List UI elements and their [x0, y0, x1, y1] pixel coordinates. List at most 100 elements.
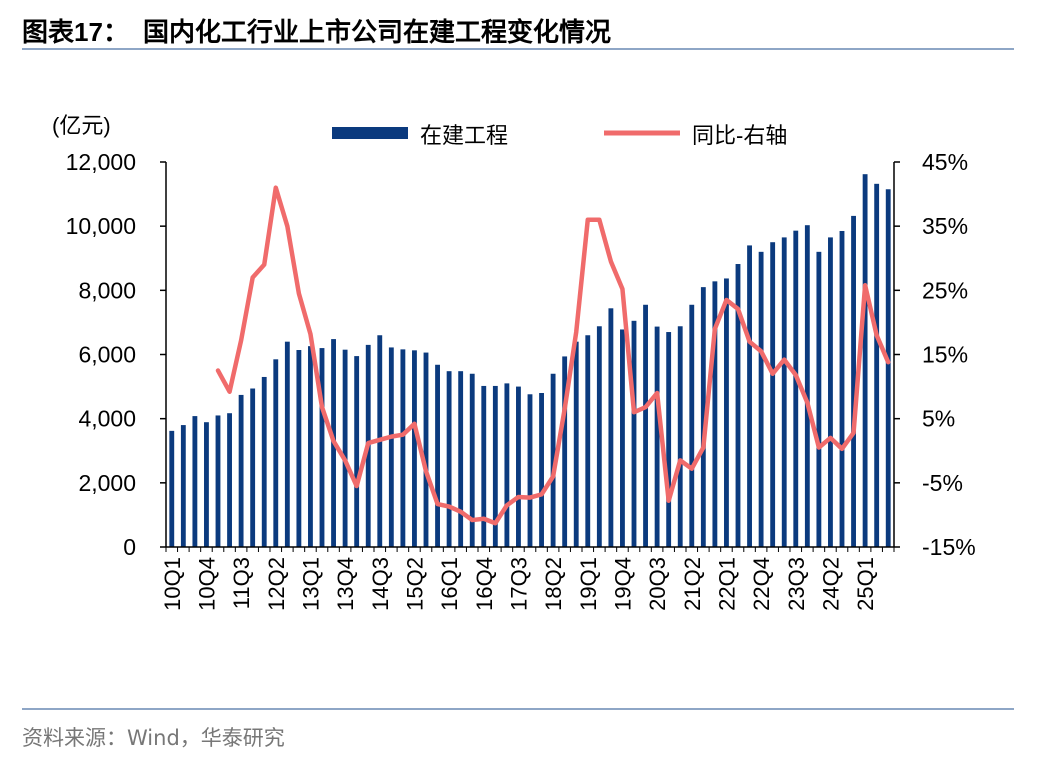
right-axis-ticks: -15% -5% 5% 15% 25% 35% 45%: [894, 149, 976, 560]
x-tick-label: 14Q3: [368, 557, 393, 611]
x-tick-label: 18Q2: [541, 557, 566, 611]
bar-12Q2: [273, 359, 279, 547]
bar-16Q4: [481, 385, 487, 547]
bar-16Q3: [469, 373, 475, 547]
title-text: 国内化工行业上市公司在建工程变化情况: [142, 18, 611, 48]
bar-19Q2: [596, 326, 602, 547]
x-tick-label: 21Q2: [680, 557, 705, 611]
x-tick-label: 13Q4: [333, 557, 358, 611]
x-tick-label: 16Q1: [437, 557, 462, 611]
x-tick-label: 13Q1: [298, 557, 323, 611]
x-axis-labels: 10Q1 10Q4 11Q3 12Q2 13Q1 13Q4 14Q3 15Q2 16Q1 16Q4…: [160, 557, 878, 611]
line-series: [215, 185, 891, 526]
bar-25Q2: [874, 183, 880, 547]
left-tick-label: 10,000: [66, 213, 136, 239]
bar-11Q2: [227, 413, 232, 547]
bar-13Q4: [342, 349, 348, 547]
bar-19Q4: [620, 329, 625, 547]
right-tick-label: 35%: [922, 213, 968, 239]
bar-10Q2: [180, 425, 186, 547]
left-tick-label: 2,000: [78, 470, 136, 496]
bar-18Q1: [539, 393, 544, 547]
title-prefix: 图表: [22, 18, 75, 48]
bar-24Q4: [851, 215, 856, 547]
title-colon: ：: [102, 18, 129, 48]
bar-23Q3: [793, 230, 799, 547]
right-tick-label: 25%: [922, 277, 968, 303]
source-rule: [22, 708, 1014, 710]
x-tick-label: 15Q2: [402, 557, 427, 611]
bar-22Q1: [724, 278, 729, 547]
x-tick-label: 17Q3: [506, 557, 531, 611]
bar-10Q1: [169, 430, 175, 547]
bar-series: [169, 174, 891, 548]
x-tick-label: 10Q1: [160, 557, 185, 611]
bar-15Q2: [412, 350, 417, 547]
bar-18Q4: [573, 341, 579, 547]
bar-25Q1: [862, 174, 868, 547]
bar-18Q3: [562, 356, 568, 547]
bar-21Q3: [700, 287, 706, 548]
bar-15Q3: [423, 352, 429, 547]
bar-15Q1: [400, 349, 406, 547]
bar-20Q1: [631, 320, 637, 547]
bar-15Q4: [435, 364, 440, 547]
left-tick-label: 8,000: [78, 277, 136, 303]
bar-19Q3: [608, 308, 614, 547]
bar-24Q2: [828, 237, 833, 547]
legend-bar-swatch: [332, 127, 408, 139]
bar-24Q1: [816, 251, 822, 547]
legend-bar-label: 在建工程: [420, 123, 508, 148]
bar-12Q1: [261, 376, 267, 547]
bar-25Q3: [885, 189, 891, 547]
bar-19Q1: [585, 335, 591, 547]
bar-23Q2: [781, 237, 787, 547]
bar-16Q2: [458, 371, 464, 547]
bar-23Q4: [804, 225, 810, 547]
x-tick-label: 12Q2: [264, 557, 289, 611]
chart-title: 图表17： 国内化工行业上市公司在建工程变化情况: [22, 12, 611, 49]
x-tick-label: 22Q1: [714, 557, 739, 611]
bar-18Q2: [550, 373, 556, 547]
right-tick-label: -15%: [922, 534, 976, 560]
bar-20Q4: [666, 332, 672, 547]
bar-13Q2: [319, 348, 325, 547]
legend: 在建工程 同比-右轴: [332, 123, 787, 148]
right-tick-label: 15%: [922, 342, 968, 368]
bar-17Q3: [516, 386, 521, 547]
title-rule: [22, 48, 1014, 50]
left-tick-label: 0: [123, 534, 136, 560]
right-tick-label: 45%: [922, 149, 968, 175]
left-tick-label: 6,000: [78, 342, 136, 368]
bar-22Q2: [735, 264, 741, 547]
right-tick-label: 5%: [922, 406, 955, 432]
left-tick-label: 12,000: [66, 149, 136, 175]
x-tick-label: 16Q4: [472, 557, 497, 611]
yoy-line: [215, 185, 891, 526]
bar-12Q4: [296, 350, 302, 547]
left-axis-ticks: 0 2,000 4,000 6,000 8,000 10,000 12,000: [66, 149, 166, 560]
bar-17Q2: [504, 383, 510, 548]
bar-11Q1: [215, 415, 221, 547]
bar-16Q1: [446, 371, 452, 547]
bar-17Q1: [492, 385, 498, 547]
x-tick-label: 22Q4: [749, 557, 774, 611]
right-tick-label: -5%: [922, 470, 963, 496]
chart-area: 0 2,000 4,000 6,000 8,000 10,000 12,000 -15% -5…: [52, 113, 976, 611]
bar-12Q3: [284, 341, 290, 547]
bar-11Q4: [250, 388, 256, 547]
source-note: 资料来源：Wind，华泰研究: [22, 726, 285, 750]
bar-22Q4: [758, 251, 764, 547]
left-tick-label: 4,000: [78, 406, 136, 432]
bar-22Q3: [747, 245, 752, 548]
x-tick-label: 19Q4: [610, 557, 635, 611]
unit-label: (亿元): [52, 113, 111, 138]
bar-11Q3: [238, 394, 244, 547]
x-tick-label: 10Q4: [194, 557, 219, 611]
bar-13Q1: [308, 346, 313, 547]
bar-14Q4: [388, 347, 394, 547]
bar-20Q3: [654, 326, 660, 547]
x-tick-label: 23Q3: [784, 557, 809, 611]
bar-21Q2: [689, 304, 695, 547]
bar-24Q3: [839, 230, 845, 548]
